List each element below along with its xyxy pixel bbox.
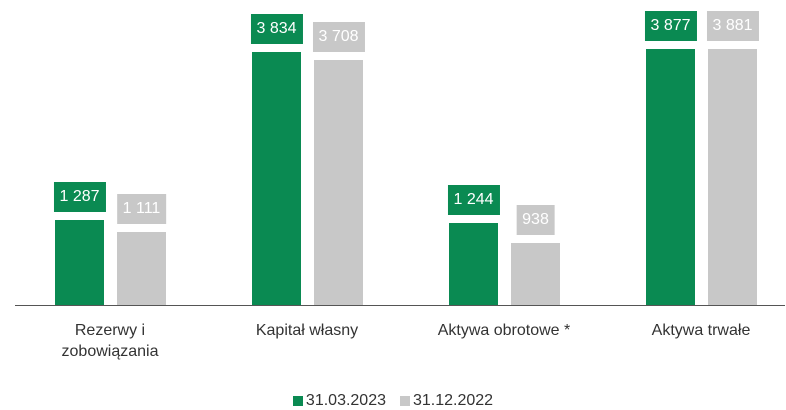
data-label: 3 708 [312, 22, 365, 53]
bar [449, 222, 498, 305]
legend-item: 31.03.2023 [292, 392, 386, 410]
data-label: 1 244 [447, 184, 500, 215]
data-label: 938 [516, 205, 555, 236]
bar [252, 52, 301, 305]
bar [646, 49, 695, 305]
baseline [15, 305, 785, 306]
legend-label: 31.03.2023 [305, 392, 386, 409]
legend: 31.03.2023 31.12.2022 [0, 392, 786, 410]
legend-swatch [400, 396, 410, 406]
data-label: 3 881 [706, 11, 759, 41]
x-tick-label: Aktywa obrotowe * [437, 322, 571, 339]
x-tick-label: Kapitał własny [255, 322, 359, 339]
data-label: 1 111 [116, 193, 167, 224]
legend-swatch [292, 396, 303, 406]
x-tick-label: Rezerwy i zobowiązania [61, 322, 159, 360]
data-label: 1 287 [53, 182, 106, 213]
data-label: 3 877 [644, 11, 697, 42]
bar [314, 60, 363, 305]
bar [511, 243, 560, 305]
data-label: 3 834 [250, 14, 303, 45]
bar [708, 49, 757, 305]
x-tick-label: Aktywa trwałe [651, 322, 751, 339]
bar [117, 231, 166, 305]
bar [55, 220, 104, 305]
legend-item: 31.12.2022 [400, 392, 493, 410]
legend-label: 31.12.2022 [413, 392, 494, 409]
